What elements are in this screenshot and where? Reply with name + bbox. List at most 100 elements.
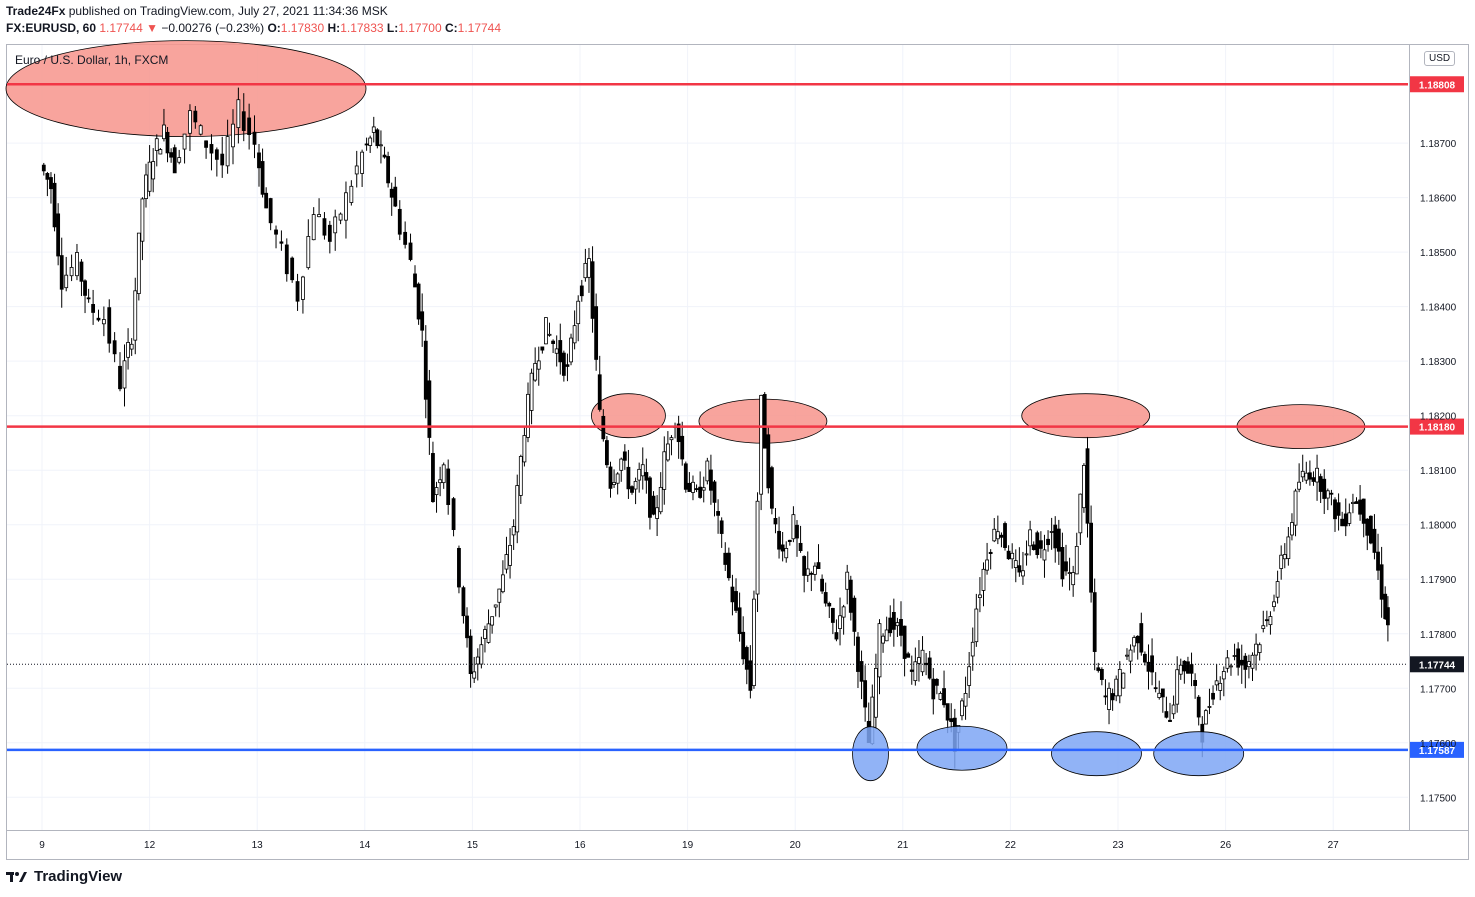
- candle-body: [1082, 465, 1086, 509]
- candle-body: [655, 507, 660, 519]
- candle-body: [895, 622, 900, 627]
- candle-body: [1132, 637, 1137, 647]
- candle-body: [683, 463, 688, 490]
- candle-body: [1351, 501, 1355, 504]
- candle-body: [1006, 550, 1011, 560]
- candle-body: [397, 208, 402, 235]
- candle-body: [744, 647, 749, 670]
- publisher-name[interactable]: Trade24Fx: [6, 4, 66, 18]
- candle-body: [96, 317, 101, 321]
- candle-body: [188, 110, 192, 134]
- support-zone: [1051, 731, 1142, 777]
- candle-body: [182, 133, 187, 150]
- time-axis[interactable]: [6, 830, 1469, 860]
- level-price-label: 1.17587: [1419, 746, 1456, 757]
- candle-body: [529, 372, 534, 411]
- candle-body: [665, 443, 670, 461]
- candle-body: [612, 482, 616, 486]
- close-label: C:: [444, 21, 458, 35]
- candle-body: [841, 606, 846, 618]
- candle-body: [1354, 501, 1359, 504]
- candle-body: [101, 319, 106, 325]
- candle-body: [49, 177, 53, 190]
- candle-body: [1315, 467, 1319, 483]
- candle-body: [662, 451, 667, 490]
- candle-body: [752, 598, 756, 686]
- candle-body: [1099, 669, 1104, 680]
- candle-body: [79, 261, 84, 282]
- candle-body: [1175, 669, 1180, 705]
- candle-body: [268, 198, 273, 224]
- candle-body: [1300, 470, 1305, 478]
- candle-body: [863, 680, 868, 708]
- candle-body: [1189, 664, 1194, 674]
- candle-body: [942, 688, 946, 706]
- candle-body: [1250, 654, 1255, 669]
- candle-body: [845, 571, 850, 590]
- candle-body: [716, 511, 720, 516]
- candle-body: [260, 161, 265, 195]
- candle-body: [561, 352, 566, 376]
- current-price-tag: [1410, 656, 1464, 673]
- candle-body: [413, 273, 417, 288]
- candle-body: [1318, 476, 1323, 492]
- candle-body: [257, 152, 261, 169]
- open-value: 1.17830: [280, 21, 325, 35]
- candle-body: [136, 232, 141, 294]
- candle-body: [554, 348, 559, 354]
- candle-body: [169, 152, 174, 158]
- candle-body: [475, 656, 480, 665]
- candle-body: [644, 472, 649, 481]
- candle-body: [985, 559, 989, 571]
- x-tick-label: 16: [574, 840, 586, 851]
- candle-body: [279, 241, 284, 244]
- candle-body: [126, 342, 130, 358]
- candle-body: [1017, 565, 1022, 573]
- support-zone: [1153, 731, 1245, 777]
- chart-pane[interactable]: [6, 44, 1410, 831]
- candle-body: [1028, 529, 1033, 547]
- candle-body: [658, 486, 663, 513]
- candle-body: [64, 274, 69, 289]
- x-tick-label: 12: [144, 840, 156, 851]
- y-tick-label: 1.17500: [1420, 793, 1457, 804]
- candle-body: [813, 565, 817, 575]
- publish-text: published on TradingView.com, July 27, 2…: [68, 4, 388, 18]
- candle-body: [558, 340, 563, 363]
- candle-body: [909, 669, 914, 672]
- candle-body: [1038, 540, 1043, 549]
- candle-body: [1221, 671, 1226, 680]
- candle-body: [1307, 472, 1312, 480]
- candle-body: [1121, 672, 1126, 689]
- candle-body: [981, 568, 986, 591]
- candle-body: [809, 572, 814, 575]
- candle-body: [1053, 524, 1058, 549]
- x-tick-label: 14: [359, 840, 371, 851]
- level-price-label: 1.18180: [1419, 423, 1456, 434]
- candle-body: [680, 435, 685, 460]
- candle-body: [1135, 635, 1140, 644]
- candle-body: [386, 156, 391, 184]
- candle-body: [483, 629, 487, 639]
- candle-body: [1031, 544, 1036, 550]
- candle-body: [1275, 581, 1280, 598]
- candle-body: [441, 464, 446, 484]
- candle-body: [295, 281, 300, 302]
- currency-badge[interactable]: USD: [1424, 51, 1456, 66]
- candle-body: [107, 307, 112, 344]
- candle-body: [1064, 561, 1068, 572]
- candle-body: [1160, 688, 1165, 698]
- candle-body: [56, 213, 61, 257]
- candle-body: [773, 518, 778, 525]
- candle-body: [877, 623, 882, 678]
- symbol-label[interactable]: FX:EURUSD, 60: [6, 21, 97, 35]
- candle-body: [1347, 512, 1352, 524]
- candle-body: [705, 460, 710, 482]
- price-axis[interactable]: [1409, 44, 1469, 831]
- tradingview-logo[interactable]: TradingView: [6, 868, 122, 885]
- candle-body: [798, 542, 803, 552]
- candle-body: [830, 607, 835, 623]
- candle-body: [1264, 619, 1269, 622]
- x-tick-label: 9: [39, 840, 45, 851]
